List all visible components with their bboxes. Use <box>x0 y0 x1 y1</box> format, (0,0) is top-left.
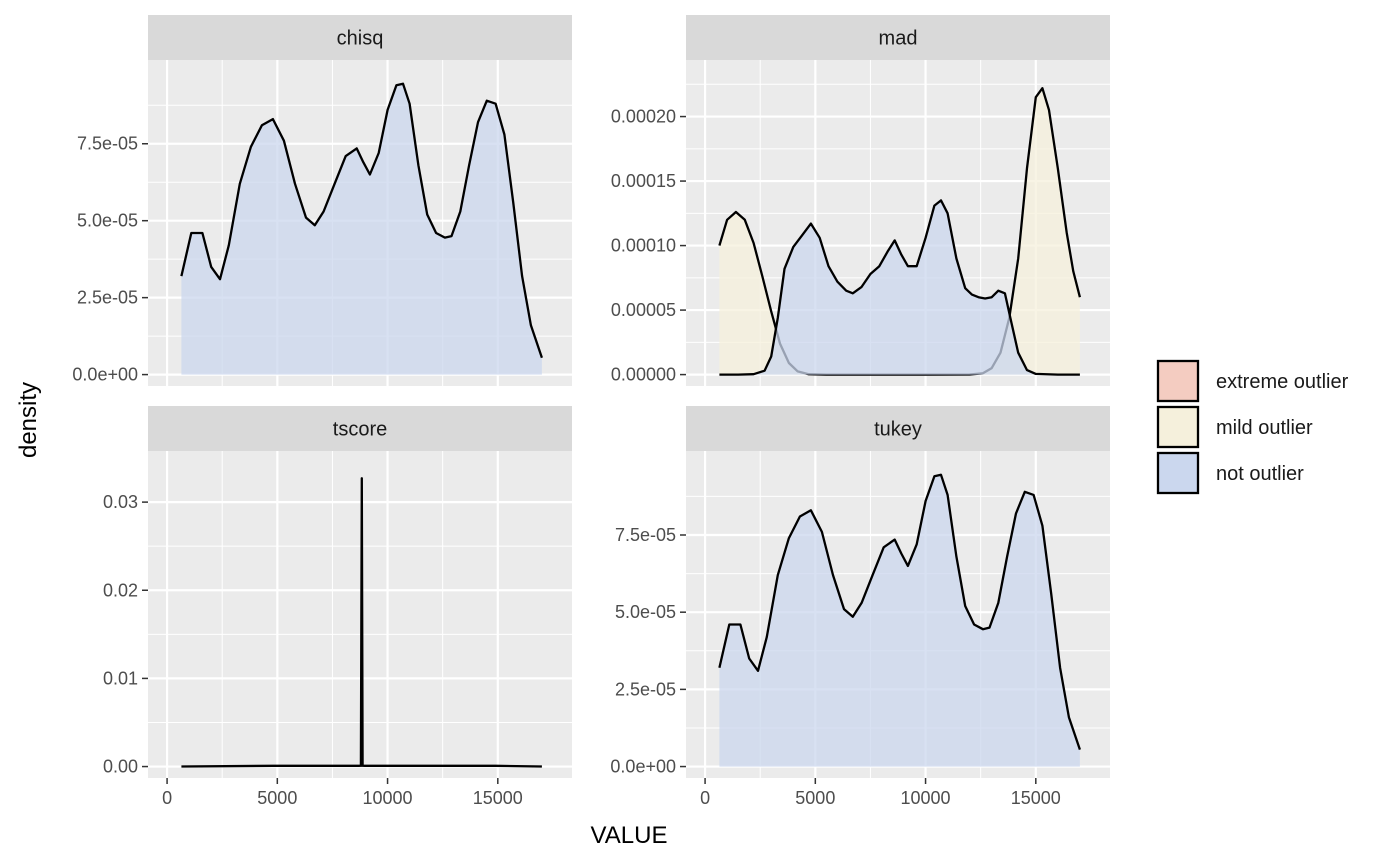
panel-chisq: chisq 0.0e+00 2.5e-05 5.0e-05 7.5e-05 <box>72 15 572 386</box>
density-area-not-outlier <box>719 474 1080 767</box>
strip-chisq <box>148 15 572 60</box>
y-tick-label: 0.00 <box>103 757 138 777</box>
y-tick-label: 0.00020 <box>611 107 676 127</box>
strip-tukey <box>686 406 1110 451</box>
x-tick-label: 15000 <box>473 788 523 808</box>
x-tick-label: 10000 <box>901 788 951 808</box>
panel-tukey: tukey 0.0e+00 2.5e-05 5.0e-05 7.5e-05 0 5000 10… <box>610 406 1110 808</box>
legend-swatch-mild-outlier <box>1156 405 1200 449</box>
strip-label-mad: mad <box>879 28 918 50</box>
legend: extreme outlier mild outlier not outlier <box>1156 359 1349 495</box>
y-tick-label: 0.00015 <box>611 171 676 191</box>
density-line-not-outlier <box>719 199 1080 376</box>
density-area-not-outlier <box>719 200 1080 375</box>
legend-label-not-outlier: not outlier <box>1216 463 1304 485</box>
x-tick-label: 10000 <box>363 788 413 808</box>
legend-label-extreme-outlier: extreme outlier <box>1216 371 1349 393</box>
y-tick-label: 0.0e+00 <box>610 757 676 777</box>
legend-swatch-not-outlier <box>1156 451 1200 495</box>
y-tick-label: 5.0e-05 <box>615 602 676 622</box>
strip-label-tukey: tukey <box>874 419 922 441</box>
panel-tscore: tscore 0.00 0.01 0.02 0.03 0 5000 10000 15000 <box>103 406 572 808</box>
y-tick-label: 0.02 <box>103 580 138 600</box>
y-tick-label: 7.5e-05 <box>77 134 138 154</box>
y-tick-label: 0.00010 <box>611 236 676 256</box>
panels-layer: chisq 0.0e+00 2.5e-05 5.0e-05 7.5e-05 mad 0.00… <box>72 15 1110 808</box>
strip-mad <box>686 15 1110 60</box>
y-tick-label: 0.00000 <box>611 365 676 385</box>
y-tick-label: 2.5e-05 <box>77 288 138 308</box>
y-tick-label: 0.01 <box>103 668 138 688</box>
y-tick-label: 0.03 <box>103 492 138 512</box>
legend-label-mild-outlier: mild outlier <box>1216 417 1313 439</box>
density-area-mild-outlier <box>719 88 1080 375</box>
strip-label-tscore: tscore <box>333 419 387 441</box>
y-tick-label: 0.0e+00 <box>72 365 138 385</box>
x-axis-title: VALUE <box>591 822 668 849</box>
y-tick-label: 7.5e-05 <box>615 525 676 545</box>
x-tick-label: 15000 <box>1011 788 1061 808</box>
density-line-not-outlier <box>180 82 543 359</box>
panel-mad: mad 0.00000 0.00005 0.00010 0.00015 0.00020 <box>611 15 1110 386</box>
y-tick-label: 5.0e-05 <box>77 211 138 231</box>
y-axis-title: density <box>15 382 42 458</box>
x-tick-label: 5000 <box>257 788 297 808</box>
y-tick-label: 2.5e-05 <box>615 679 676 699</box>
density-area-not-outlier <box>181 83 542 375</box>
strip-tscore <box>148 406 572 451</box>
legend-swatch-extreme-outlier <box>1156 359 1200 403</box>
x-tick-label: 5000 <box>795 788 835 808</box>
density-line-not-outlier <box>181 477 542 768</box>
strip-label-chisq: chisq <box>337 28 384 50</box>
density-line-not-outlier <box>718 473 1081 750</box>
x-tick-label: 0 <box>162 788 172 808</box>
x-tick-label: 0 <box>700 788 710 808</box>
y-tick-label: 0.00005 <box>611 300 676 320</box>
